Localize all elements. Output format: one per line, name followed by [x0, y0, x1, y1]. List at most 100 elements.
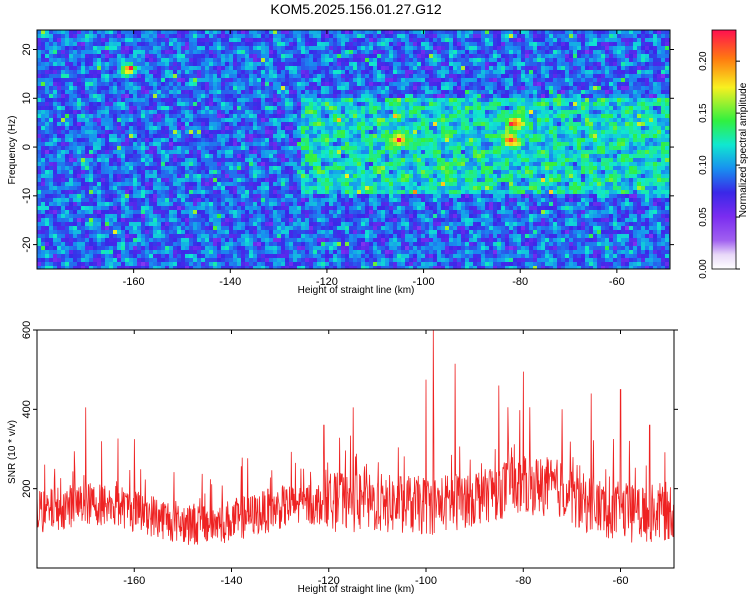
spectrogram-cell — [525, 78, 530, 83]
spectrogram-cell — [433, 126, 438, 131]
spectrogram-cell — [405, 150, 410, 155]
spectrogram-cell — [633, 58, 638, 63]
spectrogram-cell — [445, 70, 450, 75]
spectrogram-cell — [189, 122, 194, 127]
spectrogram-cell — [489, 34, 494, 39]
spectrogram-cell — [497, 54, 502, 59]
spectrogram-cell — [605, 110, 610, 115]
spectrogram-cell — [393, 70, 398, 75]
spectrogram-cell — [261, 30, 266, 35]
spectrogram-cell — [41, 46, 46, 51]
spectrogram-cell — [101, 138, 106, 143]
spectrogram-cell — [37, 130, 42, 135]
spectrogram-cell — [273, 122, 278, 127]
spectrogram-cell — [165, 102, 170, 107]
spectrogram-cell — [529, 146, 534, 151]
spectrogram-cell — [401, 46, 406, 51]
spectrogram-cell — [509, 62, 514, 67]
spectrogram-cell — [169, 86, 174, 91]
spectrogram-cell — [217, 42, 222, 47]
spectrogram-cell — [365, 126, 370, 131]
spectrogram-cell — [61, 62, 66, 67]
spectrogram-cell — [533, 150, 538, 155]
spectrogram-cell — [601, 94, 606, 99]
spectrogram-cell — [517, 110, 522, 115]
spectrogram-cell — [637, 98, 642, 103]
spectrogram-cell — [245, 70, 250, 75]
spectrogram-cell — [665, 62, 670, 67]
spectrogram-cell — [73, 126, 78, 131]
spectrogram-cell — [545, 42, 550, 47]
spectrogram-cell — [161, 50, 166, 55]
spectrogram-cell — [377, 114, 382, 119]
spectrogram-cell — [65, 30, 70, 35]
spectrogram-cell — [597, 130, 602, 135]
spectrogram-cell — [257, 82, 262, 87]
spectrogram-cell — [145, 142, 150, 147]
spectrogram-cell — [485, 70, 490, 75]
spectrogram-cell — [65, 146, 70, 151]
spectrogram-cell — [381, 150, 386, 155]
spectrogram-cell — [473, 54, 478, 59]
spectrogram-cell — [77, 134, 82, 139]
spectrogram-cell — [461, 138, 466, 143]
spectrogram-cell — [325, 126, 330, 131]
spectrogram-cell — [509, 54, 514, 59]
spectrogram-cell — [469, 34, 474, 39]
spectrogram-cell — [369, 150, 374, 155]
spectrogram-cell — [217, 106, 222, 111]
spectrogram-cell — [493, 70, 498, 75]
spectrogram-cell — [193, 146, 198, 151]
spectrogram-cell — [333, 58, 338, 63]
spectrogram-cell — [513, 66, 518, 71]
spectrogram-cell — [413, 82, 418, 87]
spectrogram-cell — [165, 82, 170, 87]
spectrogram-cell — [61, 138, 66, 143]
spectrogram-cell — [285, 142, 290, 147]
spectrogram-cell — [161, 126, 166, 131]
spectrogram-cell — [305, 30, 310, 35]
spectrogram-cell — [521, 142, 526, 147]
spectrogram-cell — [93, 46, 98, 51]
spectrogram-cell — [445, 74, 450, 79]
spectrogram-cell — [129, 62, 134, 67]
spectrogram-cell — [229, 106, 234, 111]
spectrogram-cell — [605, 62, 610, 67]
spectrogram-cell — [85, 142, 90, 147]
spectrogram-cell — [185, 30, 190, 35]
spectrogram-cell — [381, 94, 386, 99]
spectrogram-cell — [645, 58, 650, 63]
spectrogram-cell — [537, 42, 542, 47]
spectrogram-cell — [97, 134, 102, 139]
spectrogram-cell — [297, 66, 302, 71]
spectrogram-cell — [581, 94, 586, 99]
spectrogram-cell — [49, 138, 54, 143]
spectrogram-cell — [57, 34, 62, 39]
spectrogram-cell — [577, 38, 582, 43]
spectrogram-cell — [641, 38, 646, 43]
spectrogram-cell — [85, 86, 90, 91]
spectrogram-cell — [73, 42, 78, 47]
spectrogram-cell — [397, 126, 402, 131]
spectrogram-cell — [293, 102, 298, 107]
spectrogram-cell — [241, 138, 246, 143]
spectrogram-cell — [53, 142, 58, 147]
spectrogram-cell — [589, 30, 594, 35]
spectrogram-cell — [285, 118, 290, 123]
spectrogram-cell — [533, 38, 538, 43]
spectrogram-cell — [109, 122, 114, 127]
spectrogram-cell — [277, 102, 282, 107]
spectrogram-cell — [425, 102, 430, 107]
spectrogram-cell — [261, 102, 266, 107]
spectrogram-cell — [225, 30, 230, 35]
spectrogram-cell — [249, 118, 254, 123]
spectrogram-cell — [649, 126, 654, 131]
spectrogram-cell — [97, 54, 102, 59]
spectrogram-cell — [337, 110, 342, 115]
spectrogram-cell — [565, 114, 570, 119]
spectrogram-cell — [405, 114, 410, 119]
spectrogram-cell — [369, 110, 374, 115]
spectrogram-cell — [293, 38, 298, 43]
spectrogram-cell — [357, 86, 362, 91]
spectrogram-cell — [557, 98, 562, 103]
